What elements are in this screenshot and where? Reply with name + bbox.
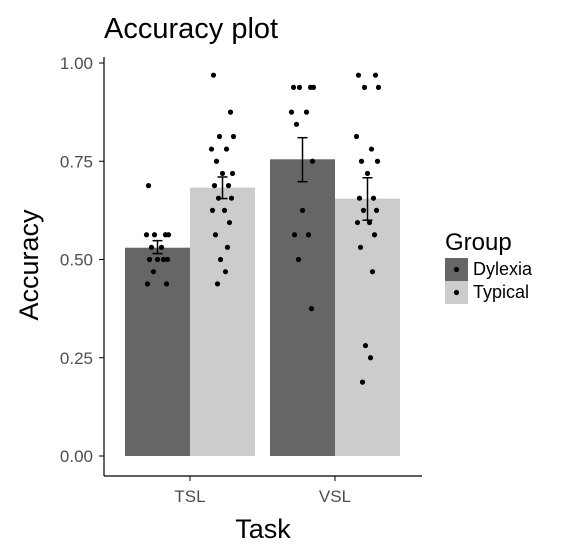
x-tick-label-tsl: TSL — [174, 487, 205, 506]
data-point-dylexia-vsl — [308, 306, 315, 312]
data-point-typical-tsl — [221, 207, 228, 213]
data-point-dylexia-tsl — [158, 244, 165, 250]
data-point-typical-tsl — [208, 146, 215, 152]
data-point-dylexia-tsl — [165, 232, 172, 238]
data-point-dylexia-tsl — [164, 256, 171, 263]
data-point-dylexia-tsl — [143, 232, 150, 238]
y-tick-label: 0.50 — [60, 251, 93, 270]
data-point-dylexia-tsl — [144, 281, 151, 287]
data-point-dylexia-tsl — [163, 281, 170, 287]
data-point-typical-tsl — [225, 183, 232, 189]
data-point-dylexia-vsl — [291, 232, 298, 238]
data-point-dylexia-vsl — [288, 109, 295, 115]
data-point-typical-tsl — [228, 195, 235, 201]
data-point-dylexia-tsl — [148, 244, 155, 250]
data-point-typical-vsl — [353, 133, 360, 140]
data-point-typical-tsl — [213, 158, 220, 164]
legend-label-typical: Typical — [473, 282, 529, 302]
data-point-dylexia-tsl — [145, 183, 152, 189]
bar-dylexia-vsl — [270, 159, 335, 456]
y-tick-label: 1.00 — [60, 54, 93, 73]
data-point-dylexia-vsl — [310, 84, 317, 90]
data-point-typical-vsl — [370, 195, 377, 201]
legend-key-typical — [445, 281, 468, 304]
data-point-dylexia-vsl — [293, 121, 300, 127]
data-point-dylexia-tsl — [160, 256, 167, 263]
data-point-typical-vsl — [369, 269, 376, 275]
data-point-typical-vsl — [357, 244, 364, 250]
legend-title: Group — [445, 229, 512, 256]
data-point-typical-tsl — [226, 219, 233, 226]
data-point-typical-vsl — [356, 195, 363, 201]
data-point-typical-tsl — [210, 72, 217, 78]
error-bar-typical-vsl — [362, 177, 373, 221]
data-point-dylexia-tsl — [150, 269, 157, 275]
data-point-typical-tsl — [216, 133, 223, 140]
legend-label-dylexia: Dylexia — [473, 259, 533, 279]
y-tick-label: 0.25 — [60, 349, 93, 368]
data-point-typical-vsl — [375, 84, 382, 90]
data-point-dylexia-vsl — [299, 207, 306, 213]
data-point-typical-tsl — [219, 170, 226, 177]
legend: Group Dylexia Typical — [445, 229, 533, 304]
data-point-typical-vsl — [364, 170, 371, 177]
bar-dylexia-tsl — [125, 247, 190, 456]
data-point-typical-tsl — [211, 183, 218, 189]
data-point-typical-vsl — [362, 342, 369, 349]
x-axis-title: Task — [235, 514, 291, 544]
data-point-typical-vsl — [355, 72, 362, 78]
data-point-dylexia-vsl — [309, 158, 316, 164]
data-point-typical-vsl — [361, 84, 368, 90]
legend-key-dylexia — [445, 258, 468, 281]
data-point-typical-vsl — [354, 219, 361, 226]
x-axis-ticks: TSL VSL — [174, 476, 351, 506]
data-point-typical-vsl — [372, 72, 379, 78]
data-point-typical-tsl — [230, 133, 237, 140]
x-tick-label-vsl: VSL — [319, 487, 351, 506]
data-point-typical-vsl — [374, 158, 381, 164]
data-point-typical-vsl — [368, 146, 375, 152]
y-axis-title: Accuracy — [14, 209, 44, 321]
data-point-dylexia-vsl — [303, 109, 310, 115]
data-point-typical-tsl — [223, 146, 230, 152]
data-point-dylexia-tsl — [151, 232, 158, 238]
data-point-typical-tsl — [209, 207, 216, 213]
error-bar-dylexia-vsl — [297, 136, 308, 183]
data-point-typical-vsl — [358, 158, 365, 164]
data-point-dylexia-vsl — [295, 256, 302, 263]
data-point-typical-vsl — [360, 207, 367, 213]
data-point-typical-vsl — [373, 207, 380, 213]
data-point-typical-vsl — [371, 232, 378, 238]
data-point-dylexia-vsl — [296, 84, 303, 90]
bar-typical-vsl — [335, 198, 400, 456]
y-tick-label: 0.75 — [60, 152, 93, 171]
data-point-dylexia-tsl — [146, 256, 153, 263]
plot-area — [125, 72, 400, 456]
data-point-typical-tsl — [227, 109, 234, 115]
data-point-typical-tsl — [217, 256, 224, 263]
data-point-dylexia-vsl — [305, 232, 312, 238]
error-bar-typical-tsl — [217, 176, 228, 200]
y-tick-label: 0.00 — [60, 447, 93, 466]
bar-typical-tsl — [190, 187, 255, 456]
legend-point — [453, 289, 460, 296]
data-point-dylexia-tsl — [154, 256, 161, 263]
legend-point — [453, 266, 460, 273]
data-point-typical-vsl — [359, 379, 366, 385]
data-point-typical-tsl — [224, 244, 231, 250]
y-axis-ticks: 0.00 0.25 0.50 0.75 1.00 — [60, 54, 104, 466]
data-point-typical-tsl — [212, 232, 219, 238]
data-point-typical-tsl — [214, 281, 221, 287]
data-point-typical-vsl — [366, 219, 373, 226]
chart-title: Accuracy plot — [104, 13, 278, 45]
data-point-typical-vsl — [367, 355, 374, 361]
error-bar-dylexia-tsl — [152, 239, 163, 255]
data-point-typical-tsl — [222, 269, 229, 275]
data-point-dylexia-vsl — [290, 84, 297, 90]
data-point-typical-tsl — [229, 170, 236, 177]
